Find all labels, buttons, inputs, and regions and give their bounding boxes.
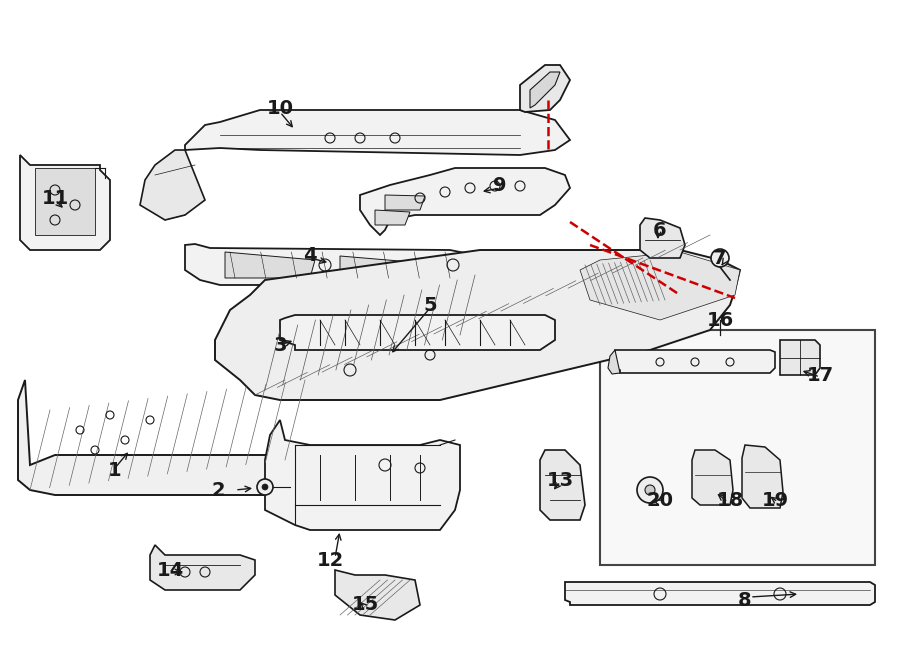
Text: 17: 17 [806, 365, 833, 385]
Circle shape [645, 485, 655, 495]
Text: 15: 15 [351, 596, 379, 614]
Polygon shape [140, 150, 205, 220]
Polygon shape [530, 72, 560, 108]
Polygon shape [780, 340, 820, 375]
Text: 9: 9 [493, 175, 507, 195]
Polygon shape [225, 252, 315, 278]
Polygon shape [640, 218, 685, 258]
Text: 6: 6 [653, 220, 667, 240]
Polygon shape [615, 350, 775, 373]
Circle shape [637, 477, 663, 503]
Polygon shape [692, 450, 733, 505]
Polygon shape [742, 445, 783, 508]
Polygon shape [385, 195, 425, 210]
Polygon shape [185, 244, 485, 285]
Polygon shape [565, 582, 875, 605]
Text: 16: 16 [706, 310, 733, 330]
Polygon shape [340, 256, 435, 280]
Text: 5: 5 [423, 295, 436, 314]
Text: 12: 12 [317, 551, 344, 569]
Text: 20: 20 [646, 491, 673, 510]
Circle shape [711, 249, 729, 267]
Text: 1: 1 [108, 461, 122, 479]
Polygon shape [375, 210, 410, 225]
Polygon shape [215, 250, 740, 400]
Text: 7: 7 [713, 248, 727, 267]
Text: 18: 18 [716, 491, 743, 510]
Polygon shape [280, 315, 555, 350]
Polygon shape [608, 350, 620, 374]
Text: 8: 8 [738, 591, 752, 610]
Circle shape [257, 479, 273, 495]
Text: 2: 2 [212, 481, 225, 500]
Text: 13: 13 [546, 471, 573, 489]
Bar [600, 330, 875, 565]
Polygon shape [35, 168, 95, 235]
Polygon shape [540, 450, 585, 520]
Polygon shape [185, 110, 570, 155]
Polygon shape [335, 570, 420, 620]
Text: 10: 10 [266, 99, 293, 117]
Text: 14: 14 [157, 561, 184, 579]
Polygon shape [360, 168, 570, 235]
Text: 4: 4 [303, 246, 317, 265]
Polygon shape [580, 252, 740, 320]
Text: 11: 11 [41, 189, 68, 207]
Polygon shape [150, 545, 255, 590]
Polygon shape [520, 65, 570, 112]
Text: 3: 3 [274, 336, 287, 354]
Polygon shape [18, 380, 335, 495]
Circle shape [262, 484, 268, 490]
Text: 19: 19 [761, 491, 788, 510]
Polygon shape [20, 155, 110, 250]
Polygon shape [265, 420, 460, 530]
